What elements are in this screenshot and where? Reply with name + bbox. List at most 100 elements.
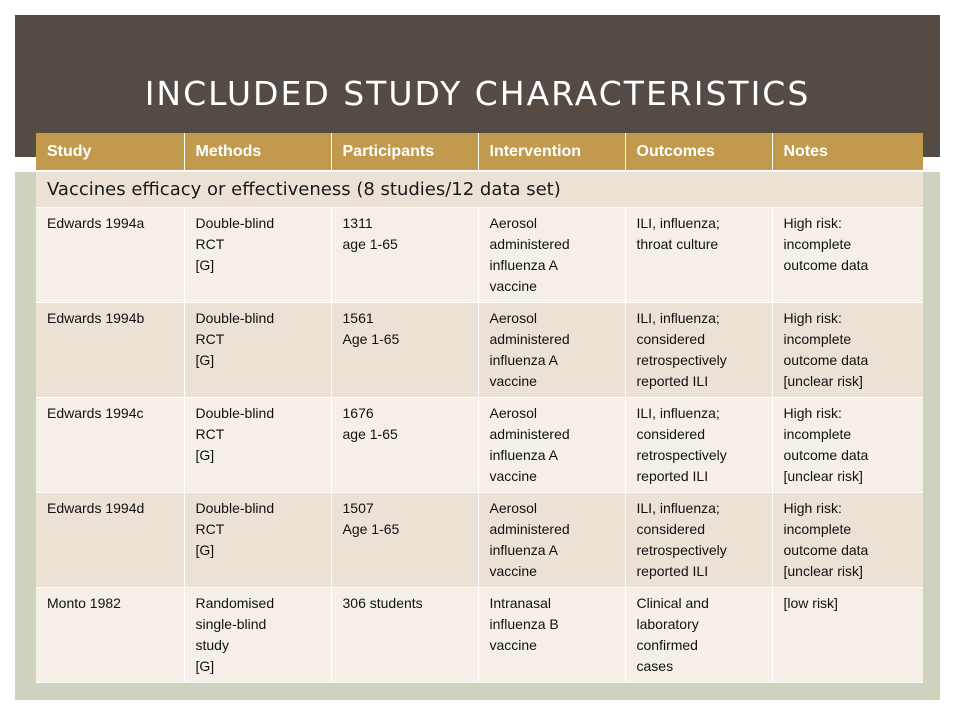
cell-text: considered	[636, 331, 706, 347]
cell-text: [unclear risk]	[783, 468, 863, 484]
cell-text: outcome data	[783, 447, 869, 463]
cell-outcomes: ILI, influenza; considered retrospectively…	[625, 397, 773, 493]
cell-text: 306 students	[342, 595, 423, 611]
cell-text: RCT	[195, 331, 225, 347]
cell-methods: Double-blind RCT [G]	[184, 397, 332, 493]
column-header: Outcomes	[625, 133, 773, 172]
cell-outcomes: Clinical and laboratory confirmed cases	[625, 587, 773, 683]
cell-text: ILI, influenza;	[636, 310, 720, 326]
cell-text: Double-blind	[195, 215, 275, 231]
cell-intervention: Aerosol administered influenza A vaccine	[478, 207, 626, 303]
cell-text: [G]	[195, 257, 215, 273]
cell-text: High risk:	[783, 310, 842, 326]
cell-text: administered	[489, 521, 570, 537]
cell-text: Age 1-65	[342, 521, 400, 537]
cell-text: throat culture	[636, 236, 719, 252]
cell-text: retrospectively	[636, 447, 727, 463]
cell-text: Age 1-65	[342, 331, 400, 347]
cell-text: Aerosol	[489, 310, 537, 326]
cell-intervention: Aerosol administered influenza A vaccine	[478, 397, 626, 493]
column-header: Study	[36, 133, 185, 172]
cell-outcomes: ILI, influenza; considered retrospectively…	[625, 492, 773, 588]
cell-text: administered	[489, 331, 570, 347]
cell-text: study	[195, 637, 229, 653]
cell-methods: Double-blind RCT [G]	[184, 207, 332, 303]
cell-text: 1676	[342, 405, 374, 421]
cell-text: High risk:	[783, 215, 842, 231]
cell-text: outcome data	[783, 257, 869, 273]
cell-text: vaccine	[489, 278, 537, 294]
cell-intervention: Intranasal influenza B vaccine	[478, 587, 626, 683]
cell-text: confirmed	[636, 637, 698, 653]
cell-text: considered	[636, 521, 706, 537]
cell-notes: [low risk]	[772, 587, 923, 683]
cell-text: High risk:	[783, 500, 842, 516]
cell-text: RCT	[195, 521, 225, 537]
column-header: Notes	[772, 133, 923, 172]
table-header-row: Study Methods Participants Intervention …	[36, 133, 923, 172]
cell-text: RCT	[195, 426, 225, 442]
cell-participants: 306 students	[331, 587, 479, 683]
cell-intervention: Aerosol administered influenza A vaccine	[478, 302, 626, 398]
cell-text: incomplete	[783, 331, 852, 347]
cell-participants: 1676 age 1-65	[331, 397, 479, 493]
table-row: Edwards 1994a Double-blind RCT [G] 1311 age 1…	[36, 207, 923, 303]
cell-text: incomplete	[783, 236, 852, 252]
section-label: Vaccines efficacy or effectiveness (8 st…	[36, 171, 923, 208]
cell-text: cases	[636, 658, 674, 674]
cell-notes: High risk: incomplete outcome data	[772, 207, 923, 303]
cell-text: ILI, influenza;	[636, 500, 720, 516]
cell-text: vaccine	[489, 637, 537, 653]
table-row: Edwards 1994c Double-blind RCT [G] 1676 age 1…	[36, 397, 923, 493]
cell-text: age 1-65	[342, 236, 398, 252]
column-header: Methods	[184, 133, 332, 172]
cell-text: influenza A	[489, 257, 559, 273]
cell-text: Aerosol	[489, 500, 537, 516]
cell-text: age 1-65	[342, 426, 398, 442]
cell-study: Edwards 1994c	[36, 397, 185, 493]
cell-text: ILI, influenza;	[636, 405, 720, 421]
cell-text: [G]	[195, 658, 215, 674]
slide-title: INCLUDED STUDY CHARACTERISTICS	[144, 74, 811, 113]
cell-text: 1507	[342, 500, 374, 516]
table-row: Monto 1982 Randomised single-blind study [G]…	[36, 587, 923, 683]
cell-text: considered	[636, 426, 706, 442]
cell-text: [G]	[195, 447, 215, 463]
cell-text: Aerosol	[489, 405, 537, 421]
cell-methods: Double-blind RCT [G]	[184, 492, 332, 588]
cell-text: [G]	[195, 352, 215, 368]
study-characteristics-table: Study Methods Participants Intervention …	[36, 133, 923, 683]
cell-text: vaccine	[489, 468, 537, 484]
cell-notes: High risk: incomplete outcome data [unclear…	[772, 302, 923, 398]
cell-text: administered	[489, 426, 570, 442]
cell-study: Edwards 1994a	[36, 207, 185, 303]
cell-text: [G]	[195, 542, 215, 558]
cell-study: Monto 1982	[36, 587, 185, 683]
cell-text: Randomised	[195, 595, 275, 611]
cell-text: influenza A	[489, 542, 559, 558]
cell-text: outcome data	[783, 352, 869, 368]
cell-text: 1311	[342, 215, 373, 231]
cell-outcomes: ILI, influenza; throat culture	[625, 207, 773, 303]
cell-text: outcome data	[783, 542, 869, 558]
cell-text: Clinical and	[636, 595, 709, 611]
cell-text: Edwards 1994c	[47, 405, 144, 421]
cell-text: incomplete	[783, 521, 852, 537]
cell-text: retrospectively	[636, 542, 727, 558]
cell-text: reported ILI	[636, 563, 709, 579]
cell-text: RCT	[195, 236, 225, 252]
cell-text: influenza A	[489, 447, 559, 463]
cell-text: Double-blind	[195, 310, 275, 326]
cell-methods: Double-blind RCT [G]	[184, 302, 332, 398]
cell-text: [unclear risk]	[783, 373, 863, 389]
cell-participants: 1311 age 1-65	[331, 207, 479, 303]
cell-notes: High risk: incomplete outcome data [unclear…	[772, 492, 923, 588]
cell-outcomes: ILI, influenza; considered retrospectively…	[625, 302, 773, 398]
cell-text: Monto 1982	[47, 595, 121, 611]
cell-text: influenza A	[489, 352, 559, 368]
cell-text: 1561	[342, 310, 374, 326]
cell-text: ILI, influenza;	[636, 215, 720, 231]
cell-text: High risk:	[783, 405, 842, 421]
cell-participants: 1507 Age 1-65	[331, 492, 479, 588]
cell-intervention: Aerosol administered influenza A vaccine	[478, 492, 626, 588]
